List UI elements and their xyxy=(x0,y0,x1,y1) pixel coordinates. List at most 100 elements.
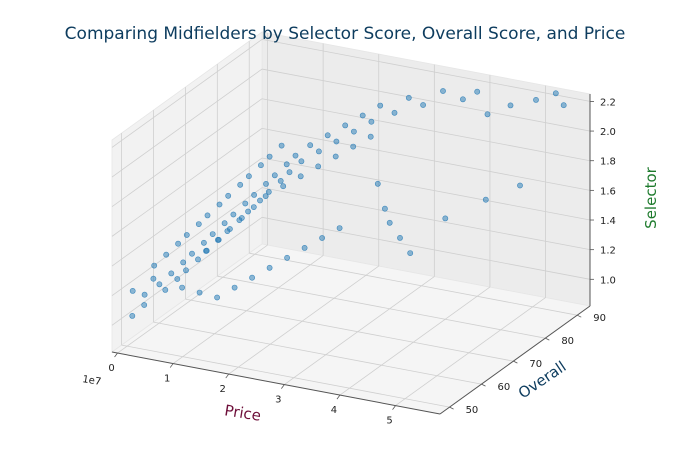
z-gridline-back xyxy=(261,68,591,132)
data-point xyxy=(533,97,539,103)
data-point xyxy=(245,173,252,180)
data-point xyxy=(552,90,559,97)
data-point xyxy=(266,264,273,271)
x-gridline-floor xyxy=(117,244,268,354)
x-axis-label: Price xyxy=(223,401,262,425)
data-point xyxy=(204,212,211,219)
data-point xyxy=(262,193,269,199)
data-point xyxy=(249,274,255,281)
z-tick-label: 1.4 xyxy=(600,216,616,227)
data-point xyxy=(474,88,481,95)
z-gridline-back xyxy=(261,127,591,191)
z-tick-label: 1.0 xyxy=(600,275,616,286)
data-point xyxy=(319,235,325,241)
data-point xyxy=(151,262,158,269)
z-tick-label: 2.0 xyxy=(600,127,616,138)
z-gridline-left xyxy=(111,128,263,237)
data-point xyxy=(283,161,290,168)
data-point xyxy=(298,158,305,165)
x-tick-label: 4 xyxy=(331,405,337,416)
y-axis-label: Overall xyxy=(515,357,570,402)
y-gridline-floor xyxy=(249,252,578,316)
data-point xyxy=(333,138,340,145)
data-point xyxy=(224,228,231,234)
points-layer xyxy=(129,88,567,319)
data-point xyxy=(245,208,251,215)
data-point xyxy=(374,180,381,187)
data-point xyxy=(183,267,189,274)
data-point xyxy=(163,251,170,258)
data-point xyxy=(203,247,210,254)
data-point xyxy=(189,250,195,257)
data-point xyxy=(517,182,523,189)
z-tick-label: 2.2 xyxy=(600,97,616,108)
data-point xyxy=(350,143,357,150)
data-point xyxy=(156,281,163,288)
data-point xyxy=(251,191,257,198)
x-gridline-floor xyxy=(284,276,435,385)
data-point xyxy=(196,289,203,296)
chart-title: Comparing Midfielders by Selector Score,… xyxy=(65,24,626,44)
data-point xyxy=(332,153,339,160)
data-point xyxy=(242,200,249,207)
z-gridline-back xyxy=(261,187,591,251)
x-tick-mark xyxy=(114,352,118,358)
x-axis-offset-label: 1e7 xyxy=(82,374,102,388)
tick-labels: 0 1 2 3 4 5 50 60 70 80 90 1.0 1.2 1.4 1.6 1.8 2.0 2.2 xyxy=(108,97,616,426)
x-gridline-floor xyxy=(339,286,491,396)
x-gridline-floor xyxy=(228,265,379,375)
data-point xyxy=(407,250,414,256)
data-point xyxy=(129,287,136,294)
data-point xyxy=(350,128,357,135)
data-point xyxy=(216,201,223,208)
data-point xyxy=(297,173,304,180)
data-point xyxy=(215,236,222,243)
z-axis-label: Selector xyxy=(642,166,660,228)
data-point xyxy=(141,291,148,298)
x-axis-line xyxy=(111,351,441,415)
data-point xyxy=(231,284,238,291)
data-point xyxy=(141,302,148,308)
data-point xyxy=(200,239,207,246)
z-tick-label: 1.6 xyxy=(600,186,616,197)
y-tick-label: 80 xyxy=(561,336,574,347)
z-tick-label: 1.8 xyxy=(600,157,616,168)
data-point xyxy=(442,215,449,222)
y-gridline-floor xyxy=(153,321,482,385)
data-point xyxy=(484,111,491,118)
y-tick-label: 70 xyxy=(529,359,542,370)
x-gridline-floor xyxy=(172,255,324,364)
data-point xyxy=(209,231,216,237)
data-point xyxy=(179,284,185,291)
x-gridline-floor xyxy=(395,297,546,406)
data-point xyxy=(277,177,284,184)
data-point xyxy=(195,256,201,263)
data-point xyxy=(168,270,175,277)
data-point xyxy=(250,204,257,210)
y-tick-mark xyxy=(545,337,550,341)
data-point xyxy=(342,122,349,129)
data-point xyxy=(280,183,287,190)
z-gridline-left xyxy=(111,157,263,267)
z-gridline-back xyxy=(261,98,591,162)
z-gridline-left xyxy=(111,187,263,296)
x-tick-mark xyxy=(392,405,396,410)
y-tick-label: 60 xyxy=(497,382,510,393)
data-point xyxy=(278,142,285,149)
y-gridline-floor xyxy=(121,344,450,408)
x-tick-label: 1 xyxy=(164,374,170,385)
x-tick-mark xyxy=(281,384,285,389)
z-gridline-left xyxy=(111,98,263,208)
data-point xyxy=(386,219,393,226)
data-point xyxy=(377,102,384,109)
data-point xyxy=(397,234,403,241)
x-tick-mark xyxy=(169,363,174,368)
data-point xyxy=(225,192,232,199)
grid-lines xyxy=(111,33,591,415)
y-tick-mark xyxy=(481,383,486,387)
data-point xyxy=(237,181,244,188)
z-gridline-back xyxy=(261,39,591,102)
data-point xyxy=(507,102,514,109)
z-gridline-back xyxy=(261,216,591,280)
z-tick-label: 1.2 xyxy=(600,246,616,257)
